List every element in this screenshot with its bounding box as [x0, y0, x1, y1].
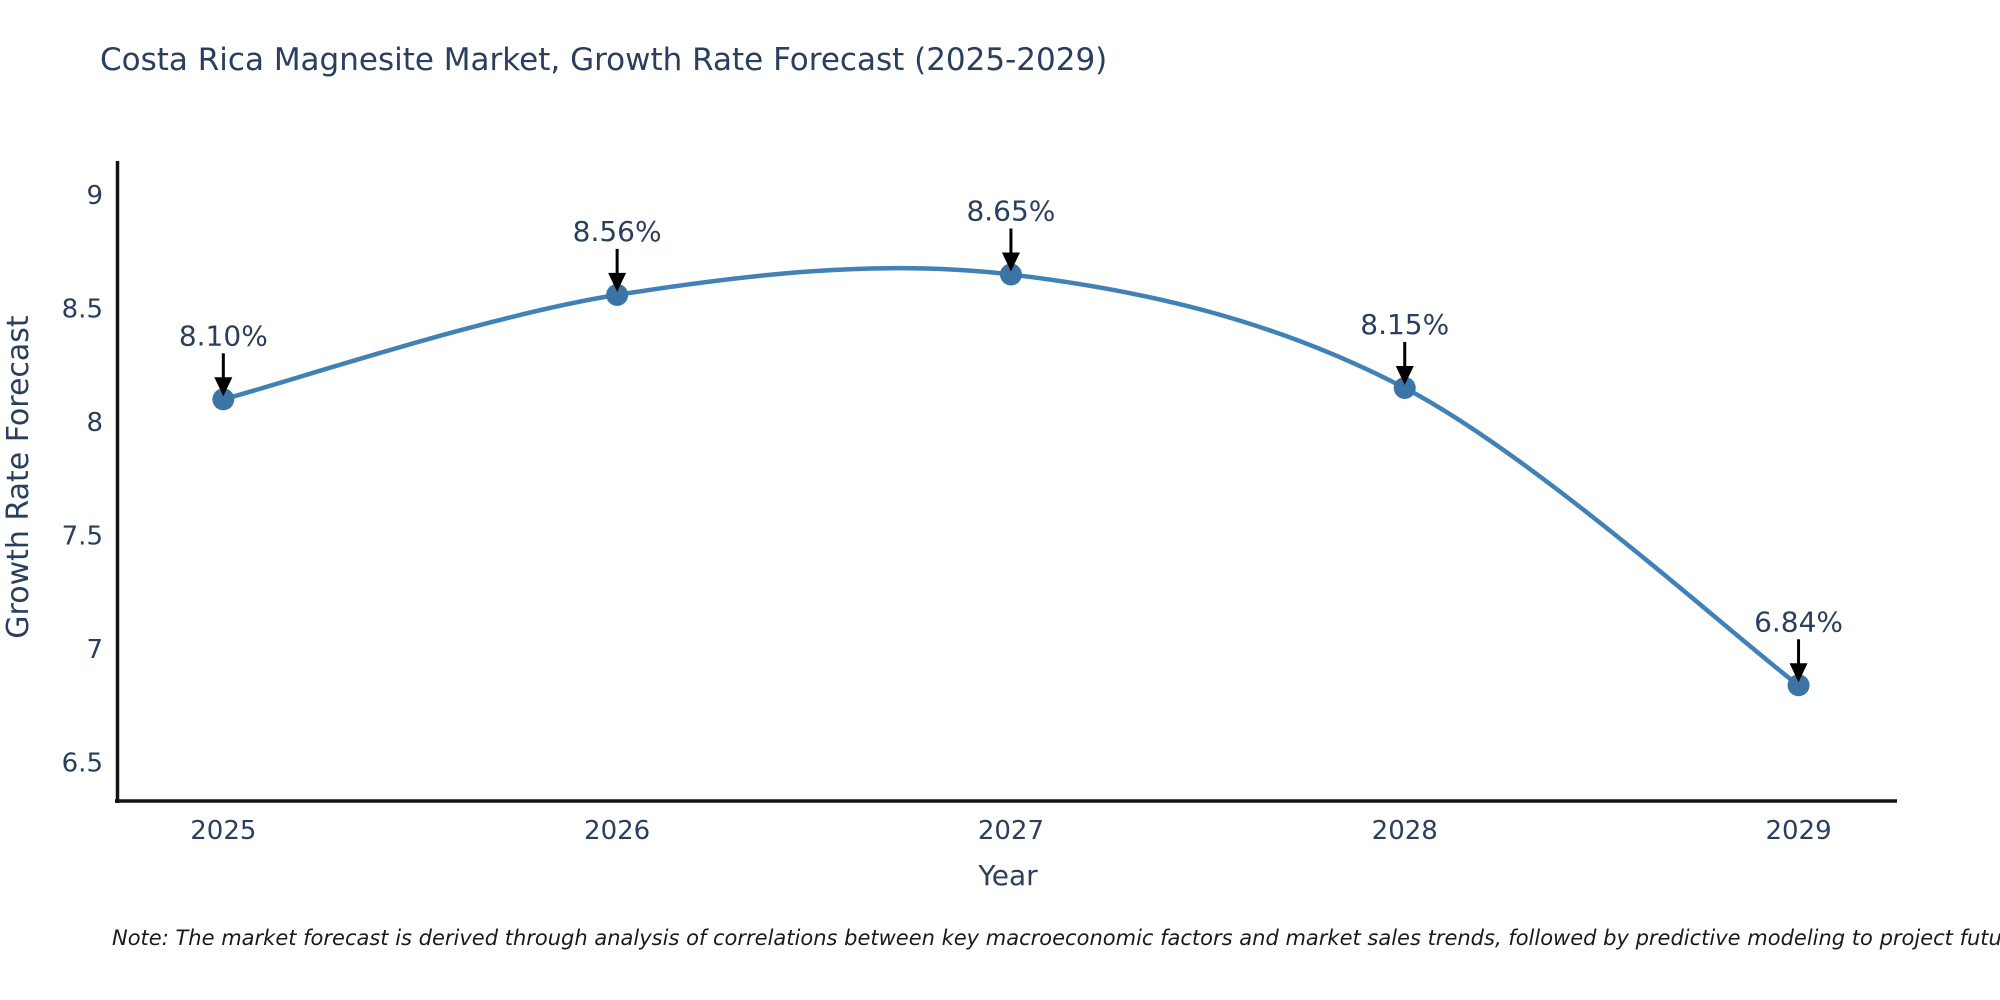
forecast-line — [222, 265, 1800, 688]
x-tick-label: 2028 — [1372, 816, 1438, 846]
data-point-marker — [606, 283, 629, 306]
data-point-label: 8.10% — [179, 319, 268, 352]
data-point-marker — [212, 388, 235, 411]
annotation-arrow-head — [214, 377, 233, 397]
x-tick-label: 2025 — [190, 816, 256, 846]
x-tick-label: 2027 — [978, 816, 1044, 846]
footnote: Note: The market forecast is derived thr… — [112, 926, 2000, 950]
annotation-arrow-head — [608, 272, 627, 292]
y-tick-label: 6.5 — [62, 748, 103, 778]
y-tick-label: 7 — [86, 635, 103, 665]
annotation-arrow-head — [1395, 365, 1414, 385]
data-point-label: 8.65% — [966, 194, 1055, 227]
y-tick-label: 8.5 — [62, 295, 103, 325]
y-tick-label: 9 — [86, 181, 103, 211]
y-tick-label: 8 — [86, 408, 103, 438]
data-point-label: 6.84% — [1754, 605, 1843, 638]
x-axis-title: Year — [977, 859, 1038, 892]
x-tick-label: 2026 — [584, 816, 650, 846]
data-point-label: 8.15% — [1360, 308, 1449, 341]
data-point-marker — [1787, 674, 1810, 697]
data-point-marker — [1393, 376, 1416, 399]
data-point-label: 8.56% — [573, 215, 662, 248]
chart-title: Costa Rica Magnesite Market, Growth Rate… — [100, 42, 1108, 78]
y-tick-label: 7.5 — [62, 521, 103, 551]
x-tick-label: 2029 — [1765, 816, 1831, 846]
annotation-arrow-head — [1789, 663, 1808, 683]
annotation-arrow-head — [1001, 252, 1020, 272]
data-point-marker — [999, 263, 1022, 286]
y-axis-title: Growth Rate Forecast — [1, 315, 36, 639]
